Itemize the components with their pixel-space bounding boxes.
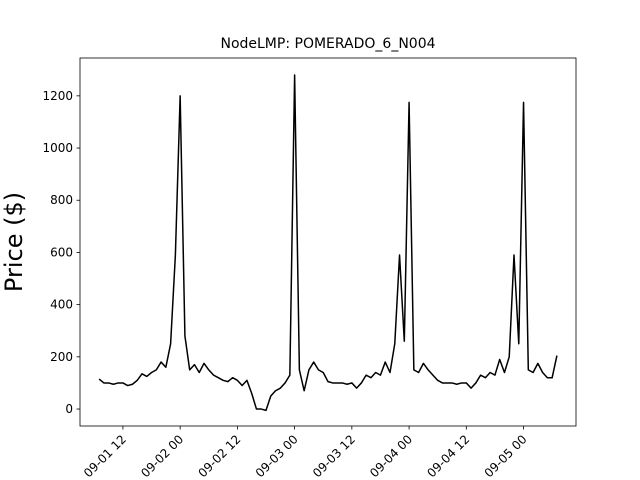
x-tick-label: 09-04 12 [424, 432, 472, 480]
x-tick-label: 09-03 12 [310, 432, 358, 480]
y-axis-label: Price ($) [0, 192, 28, 292]
x-tick-label: 09-03 00 [253, 432, 301, 480]
y-tick-label: 600 [50, 245, 73, 259]
y-tick-label: 1200 [42, 89, 73, 103]
y-tick-label: 0 [65, 402, 73, 416]
y-tick-label: 400 [50, 298, 73, 312]
x-tick-label: 09-04 00 [367, 432, 415, 480]
x-tick-label: 09-01 12 [81, 432, 129, 480]
x-tick-label: 09-02 12 [195, 432, 243, 480]
plot-frame [79, 57, 577, 427]
x-tick-label: 09-05 00 [482, 432, 530, 480]
y-tick-label: 200 [50, 350, 73, 364]
y-tick-label: 800 [50, 193, 73, 207]
chart-title: NodeLMP: POMERADO_6_N004 [220, 36, 435, 52]
y-tick-label: 1000 [42, 141, 73, 155]
x-tick-label: 09-02 00 [138, 432, 186, 480]
data-line [98, 74, 558, 412]
